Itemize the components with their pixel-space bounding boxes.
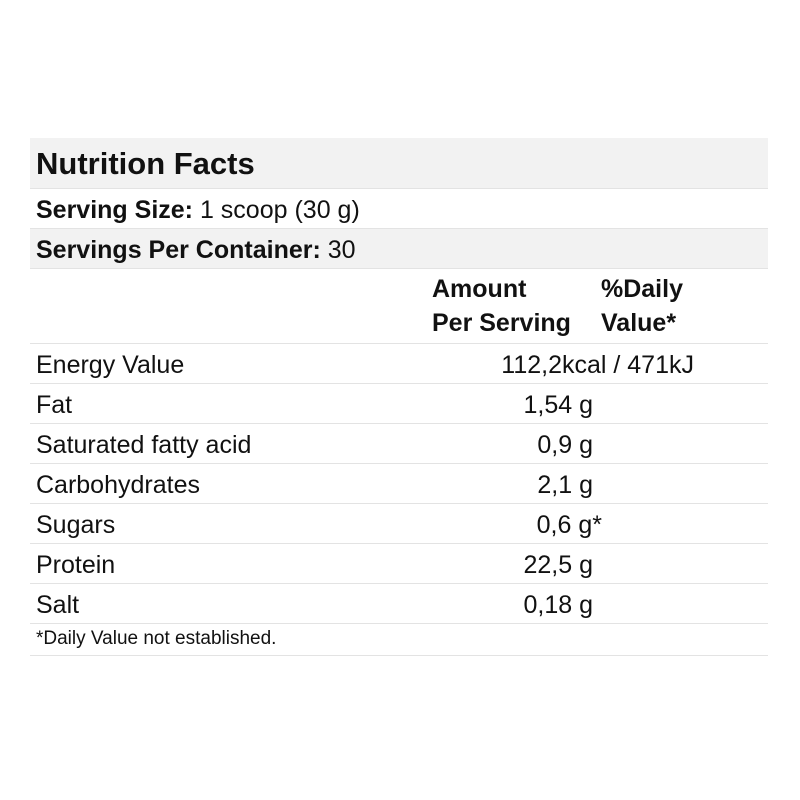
- amount-per-serving-header: Amount Per Serving: [432, 272, 571, 340]
- serving-size-row: Serving Size: 1 scoop (30 g): [30, 189, 768, 229]
- nutrient-amount: 2,1 g: [537, 471, 593, 499]
- servings-per-container-row: Servings Per Container: 30: [30, 229, 768, 269]
- amount-header-line1: Amount: [432, 275, 527, 303]
- servings-per-container-value: 30: [327, 236, 356, 264]
- table-row: Salt 0,18 g: [30, 584, 768, 624]
- footnote-row: *Daily Value not established.: [30, 624, 768, 656]
- nutrient-amount: 0,6 g*: [536, 511, 602, 539]
- nutrition-facts-panel: Nutrition Facts Serving Size: 1 scoop (3…: [30, 138, 768, 656]
- title-row: Nutrition Facts: [30, 138, 768, 189]
- nutrient-amount: 1,54 g: [523, 391, 593, 419]
- nutrient-amount: 112,2kcal / 471kJ: [501, 351, 694, 379]
- serving-size: Serving Size: 1 scoop (30 g): [36, 196, 360, 224]
- nutrient-name: Saturated fatty acid: [36, 431, 252, 459]
- table-row: Protein 22,5 g: [30, 544, 768, 584]
- serving-size-label: Serving Size:: [36, 196, 193, 224]
- page-title: Nutrition Facts: [36, 146, 255, 181]
- serving-size-value: 1 scoop (30 g): [199, 196, 360, 224]
- servings-per-container-label: Servings Per Container:: [36, 236, 321, 264]
- table-row: Energy Value 112,2kcal / 471kJ: [30, 344, 768, 384]
- footnote: *Daily Value not established.: [36, 628, 277, 649]
- table-row: Sugars 0,6 g*: [30, 504, 768, 544]
- table-row: Saturated fatty acid 0,9 g: [30, 424, 768, 464]
- table-row: Carbohydrates 2,1 g: [30, 464, 768, 504]
- servings-per-container: Servings Per Container: 30: [36, 236, 356, 264]
- nutrient-name: Sugars: [36, 511, 116, 539]
- nutrient-name: Fat: [36, 391, 73, 419]
- daily-header-line1: %Daily: [601, 275, 683, 303]
- nutrient-name: Energy Value: [36, 351, 185, 379]
- amount-header-line2: Per Serving: [432, 309, 571, 337]
- nutrient-name: Protein: [36, 551, 116, 579]
- nutrient-amount: 0,18 g: [523, 591, 593, 619]
- nutrient-amount: 0,9 g: [537, 431, 593, 459]
- daily-header-line2: Value*: [601, 309, 677, 337]
- nutrient-name: Carbohydrates: [36, 471, 200, 499]
- nutrient-amount: 22,5 g: [523, 551, 593, 579]
- nutrient-name: Salt: [36, 591, 80, 619]
- daily-value-header: %Daily Value*: [601, 272, 683, 340]
- table-row: Fat 1,54 g: [30, 384, 768, 424]
- column-header-row: Amount Per Serving %Daily Value*: [30, 269, 768, 344]
